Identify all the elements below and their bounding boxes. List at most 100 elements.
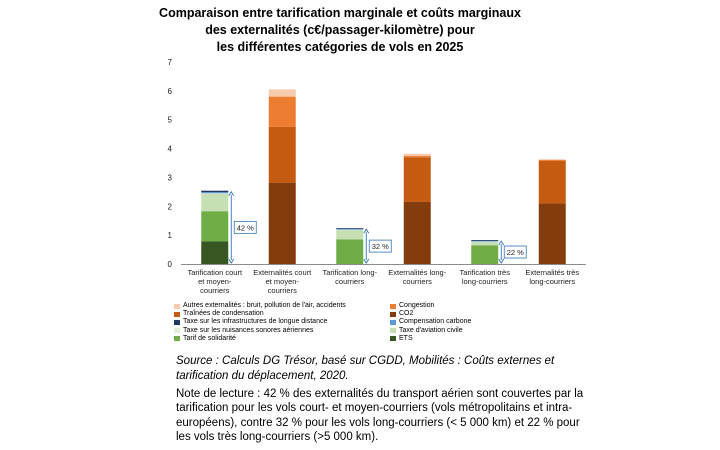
- legend-label: Taxe d'aviation civile: [399, 326, 463, 334]
- x-category-label: Tarification long-: [322, 268, 377, 277]
- chart-title-line: les différentes catégories de vols en 20…: [216, 40, 464, 54]
- x-category-label: Externalités très: [525, 268, 579, 277]
- legend-swatch: [174, 303, 180, 309]
- legend-label: Taxe sur les infrastructures de longue d…: [183, 318, 328, 326]
- legend-swatch: [390, 328, 396, 334]
- coverage-percent-box: [368, 239, 392, 253]
- legend-swatch: [174, 336, 180, 342]
- bar-segment-tra-n-es-de-condensation: [538, 160, 566, 204]
- y-tick-label: 2: [168, 202, 173, 211]
- coverage-percent-box: [503, 245, 527, 259]
- bar-segment-autres-externalit-s-bruit-pollution-de-l-air-accidents: [268, 89, 296, 97]
- legend-label: CO2: [399, 310, 414, 318]
- legend-item: Taxe sur les infrastructures de longue d…: [174, 318, 390, 326]
- x-category-label: long-courriers: [462, 277, 508, 286]
- legend-item: Congestion: [390, 302, 434, 310]
- legend-label: Compensation carbone: [399, 318, 472, 326]
- legend-swatch: [174, 311, 180, 317]
- x-category-label: long-courriers: [529, 277, 575, 286]
- bar-segment-compensation-carbone: [201, 192, 229, 194]
- legend-swatch: [390, 320, 396, 325]
- legend-row: Traînées de condensation CO2: [174, 310, 594, 318]
- bar-segment-co2: [403, 201, 431, 264]
- y-tick-label: 6: [168, 87, 173, 96]
- x-category-label: Tarification très: [460, 268, 511, 277]
- bar-segment-tra-n-es-de-condensation: [268, 126, 296, 183]
- x-category-label: et moyen-: [198, 277, 232, 286]
- coverage-percent-label: 32 %: [372, 242, 389, 251]
- bar-segment-tarif-de-solidarit: [201, 211, 229, 242]
- note-line: Note de lecture : 42 % des externalités …: [176, 388, 584, 400]
- note-line: européens), contre 32 % pour les vols lo…: [176, 416, 580, 429]
- legend-row: Taxe sur les infrastructures de longue d…: [174, 318, 594, 326]
- bar-segment-autres-externalit-s-bruit-pollution-de-l-air-accidents: [403, 153, 431, 156]
- note-line: tarification pour les vols court- et moy…: [176, 402, 573, 415]
- y-tick-label: 3: [168, 173, 173, 182]
- note-line: les vols très long-courriers (>5 000 km)…: [176, 431, 379, 444]
- x-category-label: courriers: [268, 286, 297, 295]
- legend-item: Compensation carbone: [390, 318, 471, 326]
- bar-segment-tarif-de-solidarit: [336, 239, 364, 264]
- coverage-arrow-head: [363, 228, 370, 234]
- legend-item: Tarif de solidarité: [174, 335, 390, 343]
- bar-segment-co2: [538, 203, 566, 264]
- legend-label: Taxe sur les nuisances sonores aériennes: [183, 326, 314, 334]
- coverage-arrow-head: [228, 190, 235, 196]
- legend-row: Tarif de solidarité ETS: [174, 335, 594, 343]
- y-tick-label: 7: [168, 58, 173, 67]
- bar-segment-tra-n-es-de-condensation: [403, 157, 431, 202]
- coverage-percent-box: [233, 220, 257, 234]
- reading-note: Note de lecture : 42 % des externalités …: [176, 387, 616, 445]
- bar-segment-taxe-sur-les-nuisances-sonores-a-riennes: [201, 193, 229, 194]
- coverage-percent-label: 42 %: [237, 223, 254, 232]
- bar-segment-taxe-d-aviation-civile: [471, 241, 499, 246]
- coverage-arrow-head: [363, 258, 370, 264]
- legend-row: Taxe sur les nuisances sonores aériennes…: [174, 327, 594, 335]
- coverage-arrow-head: [498, 258, 505, 264]
- bar-segment-autres-externalit-s-bruit-pollution-de-l-air-accidents: [538, 159, 566, 160]
- bar-segment-taxe-d-aviation-civile: [201, 193, 229, 212]
- bar-segment-taxe-sur-les-infrastructures-de-longue-distance: [471, 240, 499, 241]
- source-line: Source : Calculs DG Trésor, basé sur CGD…: [176, 355, 555, 367]
- bar-segment-taxe-sur-les-nuisances-sonores-a-riennes: [336, 229, 364, 231]
- bar-segment-taxe-d-aviation-civile: [336, 229, 364, 240]
- x-category-label: et moyen-: [266, 277, 300, 286]
- legend-swatch: [390, 303, 396, 309]
- y-tick-label: 5: [168, 116, 173, 125]
- legend-item: Taxe sur les nuisances sonores aériennes: [174, 327, 390, 335]
- bar-segment-ets: [201, 241, 229, 264]
- legend-item: CO2: [390, 310, 413, 318]
- bar-segment-tarif-de-solidarit: [471, 245, 499, 264]
- legend-item: Autres externalités : bruit, pollution d…: [174, 302, 390, 310]
- source-text: Source : Calculs DG Trésor, basé sur CGD…: [176, 354, 596, 384]
- x-category-label: courriers: [200, 286, 229, 295]
- y-tick-label: 4: [168, 145, 173, 154]
- bar-segment-congestion: [403, 155, 431, 158]
- legend-item: Taxe d'aviation civile: [390, 327, 463, 335]
- bar-segment-taxe-sur-les-infrastructures-de-longue-distance: [201, 190, 229, 193]
- chart-legend: Autres externalités : bruit, pollution d…: [174, 302, 594, 343]
- x-category-label: Tarification court: [187, 268, 243, 277]
- bar-segment-congestion: [538, 159, 566, 161]
- coverage-arrow-head: [228, 258, 235, 264]
- legend-row: Autres externalités : bruit, pollution d…: [174, 302, 594, 310]
- legend-label: Traînées de condensation: [183, 310, 264, 318]
- legend-label: Tarif de solidarité: [183, 334, 236, 342]
- legend-swatch: [174, 328, 180, 334]
- bar-segment-compensation-carbone: [336, 229, 364, 230]
- legend-item: Traînées de condensation: [174, 310, 390, 318]
- legend-label: Congestion: [399, 302, 435, 309]
- x-category-label: courriers: [403, 277, 432, 286]
- legend-swatch: [390, 311, 396, 317]
- legend-item: ETS: [390, 335, 413, 343]
- y-tick-label: 1: [168, 231, 173, 240]
- legend-swatch: [390, 336, 396, 342]
- chart-title-line: des externalités (c€/passager-kilomètre)…: [205, 23, 475, 37]
- coverage-percent-label: 22 %: [507, 248, 524, 257]
- chart-title: Comparaison entre tarification marginale…: [110, 5, 570, 56]
- bar-segment-taxe-sur-les-nuisances-sonores-a-riennes: [471, 241, 499, 243]
- coverage-arrow-head: [498, 240, 505, 246]
- source-line: tarification du déplacement, 2020.: [176, 370, 349, 382]
- bar-segment-taxe-sur-les-infrastructures-de-longue-distance: [336, 228, 364, 230]
